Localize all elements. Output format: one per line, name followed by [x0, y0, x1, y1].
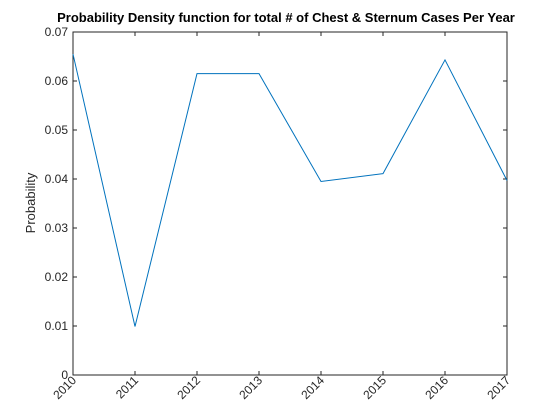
- plot-area-box: [72, 31, 508, 376]
- y-tick-label: 0.05: [45, 123, 69, 137]
- chart-title: Probability Density function for total #…: [57, 10, 515, 25]
- y-tick-label: 0.04: [45, 172, 69, 186]
- y-tick-label: 0.06: [45, 74, 69, 88]
- series-line: [72, 53, 508, 327]
- y-tick-label: 0.07: [45, 25, 69, 39]
- series-layer: [72, 53, 508, 327]
- x-tick-label: 2010: [50, 373, 79, 402]
- y-axis: 0 0.01 0.02 0.03 0.04 0.05 0.06 0.07: [45, 25, 507, 382]
- x-tick-label: 2014: [298, 373, 327, 402]
- x-tick-label: 2016: [422, 373, 451, 402]
- x-tick-label: 2017: [484, 373, 513, 402]
- x-axis: 2010 2011 2012 2013 2014 2015 2016 2017: [50, 32, 513, 402]
- y-tick-label: 0.03: [45, 221, 69, 235]
- x-tick-label: 2015: [360, 373, 389, 402]
- y-tick-label: 0.01: [45, 319, 69, 333]
- x-tick-label: 2013: [236, 373, 265, 402]
- y-tick-label: 0: [61, 368, 68, 382]
- y-tick-label: 0.02: [45, 270, 69, 284]
- x-tick-label: 2011: [113, 373, 141, 401]
- x-tick-label: 2012: [174, 373, 203, 402]
- y-axis-label: Probability: [23, 172, 38, 233]
